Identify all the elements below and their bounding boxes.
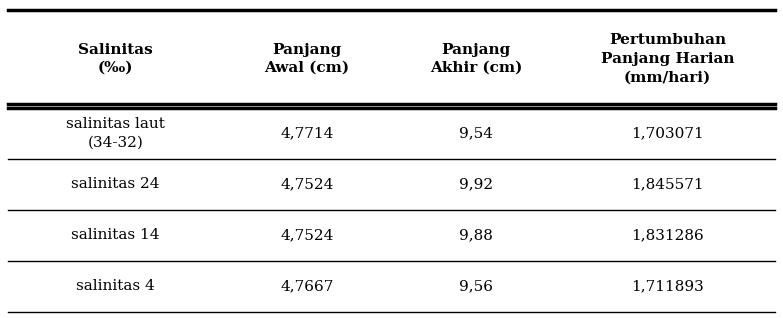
FancyBboxPatch shape <box>8 10 222 108</box>
FancyBboxPatch shape <box>392 10 561 108</box>
Text: salinitas laut
(34-32): salinitas laut (34-32) <box>66 117 164 150</box>
Text: Salinitas
(‰): Salinitas (‰) <box>78 43 153 75</box>
Text: Pertumbuhan
Panjang Harian
(mm/hari): Pertumbuhan Panjang Harian (mm/hari) <box>601 33 734 84</box>
FancyBboxPatch shape <box>392 159 561 210</box>
FancyBboxPatch shape <box>8 261 222 312</box>
Text: 4,7667: 4,7667 <box>280 279 334 293</box>
Text: 4,7524: 4,7524 <box>280 228 334 242</box>
FancyBboxPatch shape <box>222 10 392 108</box>
FancyBboxPatch shape <box>561 261 775 312</box>
Text: 4,7524: 4,7524 <box>280 177 334 191</box>
Text: salinitas 14: salinitas 14 <box>71 228 160 242</box>
FancyBboxPatch shape <box>561 10 775 108</box>
Text: 9,56: 9,56 <box>459 279 493 293</box>
Text: 4,7714: 4,7714 <box>280 127 334 141</box>
FancyBboxPatch shape <box>392 108 561 159</box>
FancyBboxPatch shape <box>222 210 392 261</box>
Text: 1,845571: 1,845571 <box>631 177 704 191</box>
FancyBboxPatch shape <box>561 108 775 159</box>
Text: 9,54: 9,54 <box>459 127 493 141</box>
FancyBboxPatch shape <box>392 210 561 261</box>
FancyBboxPatch shape <box>561 210 775 261</box>
Text: 9,92: 9,92 <box>459 177 493 191</box>
FancyBboxPatch shape <box>8 108 222 159</box>
Text: 1,703071: 1,703071 <box>631 127 704 141</box>
FancyBboxPatch shape <box>222 108 392 159</box>
Text: salinitas 4: salinitas 4 <box>76 279 154 293</box>
Text: 9,88: 9,88 <box>459 228 493 242</box>
Text: salinitas 24: salinitas 24 <box>71 177 160 191</box>
FancyBboxPatch shape <box>222 159 392 210</box>
FancyBboxPatch shape <box>8 210 222 261</box>
Text: Panjang
Akhir (cm): Panjang Akhir (cm) <box>430 43 522 75</box>
FancyBboxPatch shape <box>561 159 775 210</box>
FancyBboxPatch shape <box>8 159 222 210</box>
Text: 1,711893: 1,711893 <box>631 279 704 293</box>
FancyBboxPatch shape <box>392 261 561 312</box>
FancyBboxPatch shape <box>222 261 392 312</box>
Text: Panjang
Awal (cm): Panjang Awal (cm) <box>265 43 350 75</box>
Text: 1,831286: 1,831286 <box>631 228 704 242</box>
